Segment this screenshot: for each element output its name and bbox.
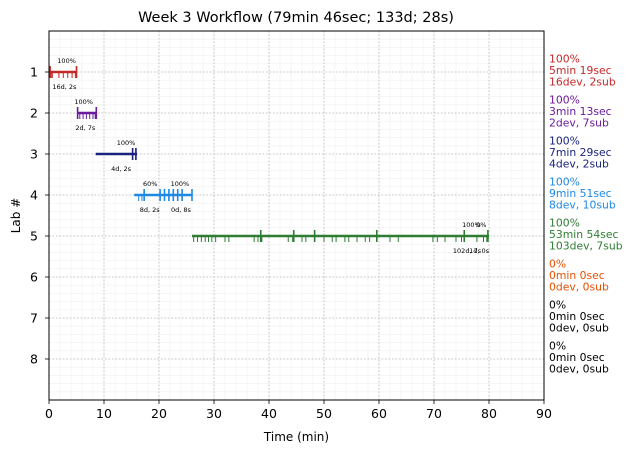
x-tick-label: 20 (151, 406, 167, 421)
y-tick-label: 7 (30, 311, 38, 326)
lab-1-summary-line: 100% (549, 53, 580, 66)
lab-6-summary-line: 0dev, 0sub (549, 281, 609, 294)
lab-5-progress-label: 0% (476, 221, 486, 229)
lab-5-summary-line: 100% (549, 217, 580, 230)
lab-5-count-label: 102d, 7s (453, 247, 482, 255)
y-axis-label: Lab # (9, 198, 23, 234)
lab-4-count-label: 8d, 2s (140, 206, 161, 214)
y-tick-label: 2 (30, 106, 38, 121)
lab-3-summary-line: 7min 29sec (549, 146, 612, 159)
x-tick-label: 70 (426, 406, 442, 421)
x-tick-label: 40 (261, 406, 277, 421)
x-tick-label: 90 (536, 406, 552, 421)
x-tick-label: 50 (316, 406, 332, 421)
lab-6-summary-line: 0% (549, 258, 566, 271)
lab-2-summary-line: 3min 13sec (549, 105, 612, 118)
y-tick-label: 8 (30, 352, 38, 367)
lab-1-summary-line: 5min 19sec (549, 64, 612, 77)
lab-8-summary-line: 0min 0sec (549, 351, 605, 364)
lab-5-progress-label: 100% (462, 221, 481, 229)
x-tick-label: 60 (371, 406, 387, 421)
x-tick-label: 0 (45, 406, 53, 421)
x-tick-label: 30 (206, 406, 222, 421)
y-tick-label: 3 (30, 147, 38, 162)
lab-8-summary-line: 0dev, 0sub (549, 363, 609, 376)
lab-1-progress-label: 100% (57, 57, 76, 65)
lab-2-count-label: 2d, 7s (75, 124, 96, 132)
lab-5-count-label: 1d, 0s (469, 247, 490, 255)
chart-title: Week 3 Workflow (79min 46sec; 133d; 28s) (138, 10, 454, 26)
lab-5-summary-line: 103dev, 7sub (549, 240, 623, 253)
axis-ticks: 0 10 20 30 40 50 60 70 80 90 1 2 3 4 5 6 7 8 (30, 65, 552, 422)
lab-7-summary-line: 0dev, 0sub (549, 322, 609, 335)
lab-1-count-label: 16d, 2s (52, 83, 77, 91)
lab-7-summary-line: 0min 0sec (549, 310, 605, 323)
lab-4-progress-label: 60% (143, 180, 157, 188)
lab-4-summary-line: 9min 51sec (549, 187, 612, 200)
lab-4-count-label: 0d, 8s (171, 206, 192, 214)
lab-6-summary-line: 0min 0sec (549, 269, 605, 282)
lab-4-summary-line: 8dev, 10sub (549, 199, 616, 212)
lab-2-summary-line: 2dev, 7sub (549, 117, 609, 130)
lab-3-progress-label: 100% (117, 139, 136, 147)
lab-5-summary-line: 53min 54sec (549, 228, 619, 241)
x-tick-label: 10 (96, 406, 112, 421)
lab-2-progress-label: 100% (74, 98, 93, 106)
lab-1-summary-line: 16dev, 2sub (549, 76, 616, 89)
lab-4-progress-label: 100% (171, 180, 190, 188)
data-marks: 100% 16d, 2s 100% 2d, 7s 100% 4d, 2s 60% 100% 8d… (49, 57, 490, 255)
y-tick-label: 6 (30, 270, 38, 285)
y-tick-label: 4 (30, 188, 38, 203)
x-axis-label: Time (min) (263, 430, 329, 444)
lab-3-count-label: 4d, 2s (111, 165, 132, 173)
lab-3-summary-line: 4dev, 2sub (549, 158, 609, 171)
lab-2-summary-line: 100% (549, 94, 580, 107)
x-tick-label: 80 (481, 406, 497, 421)
lab-3-summary-line: 100% (549, 135, 580, 148)
lab-8-summary-line: 0% (549, 340, 566, 353)
y-tick-label: 1 (30, 65, 38, 80)
y-tick-label: 5 (30, 229, 38, 244)
lab-4-summary-line: 100% (549, 176, 580, 189)
plot-frame (48, 30, 545, 401)
lab-7-summary-line: 0% (549, 299, 566, 312)
